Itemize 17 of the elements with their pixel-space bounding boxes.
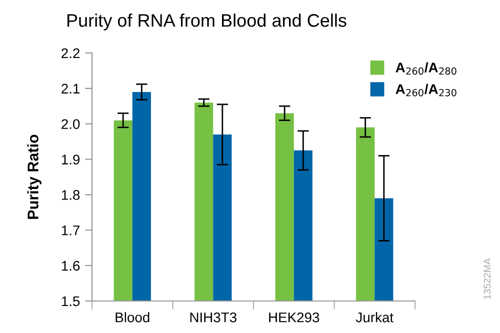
text: 13522MA <box>484 258 491 299</box>
legend-label: A$_{260}$/A$_{280}$ <box>396 62 456 75</box>
y-tick-label: 2.2 <box>62 48 80 58</box>
chart-title: Purity of RNA from Blood and Cells <box>67 14 346 30</box>
x-tick-label: NIH3T3 <box>190 312 236 322</box>
y-tick-label: 1.8 <box>62 190 80 200</box>
y-tick-label: 2.1 <box>62 84 80 94</box>
y-tick-label: 1.5 <box>62 296 80 306</box>
x-tick-label: Blood <box>116 312 150 322</box>
y-tick-label: 2.0 <box>62 119 80 130</box>
x-tick-label: HEK293 <box>269 312 320 322</box>
y-tick-label: 1.7 <box>62 226 80 236</box>
y-axis-title: Purity Ratio <box>27 134 42 219</box>
legend-label: A$_{260}$/A$_{230}$ <box>396 84 456 96</box>
y-tick-label: 1.6 <box>62 260 80 271</box>
y-tick-label: 1.9 <box>62 154 80 164</box>
x-tick-label: Jurkat <box>356 312 394 322</box>
